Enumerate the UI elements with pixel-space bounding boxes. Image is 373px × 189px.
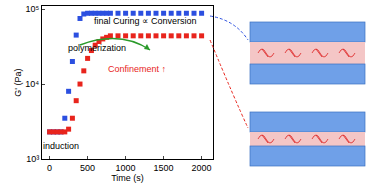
svg-text:final Curing ∝ Conversion: final Curing ∝ Conversion bbox=[94, 16, 196, 26]
svg-text:10⁵: 10⁵ bbox=[25, 4, 39, 14]
svg-text:0: 0 bbox=[47, 163, 52, 173]
svg-text:10⁴: 10⁴ bbox=[25, 79, 39, 89]
svg-text:10³: 10³ bbox=[26, 154, 39, 164]
svg-text:induction: induction bbox=[43, 141, 79, 151]
svg-text:polymerization: polymerization bbox=[68, 43, 126, 53]
svg-text:Time (s): Time (s) bbox=[111, 173, 144, 183]
svg-text:500: 500 bbox=[80, 163, 95, 173]
svg-text:Confinement ↑: Confinement ↑ bbox=[108, 64, 166, 74]
svg-text:2000: 2000 bbox=[192, 163, 212, 173]
svg-text:1500: 1500 bbox=[154, 163, 174, 173]
svg-text:G' (Pa): G' (Pa) bbox=[13, 68, 23, 96]
svg-text:1000: 1000 bbox=[116, 163, 136, 173]
